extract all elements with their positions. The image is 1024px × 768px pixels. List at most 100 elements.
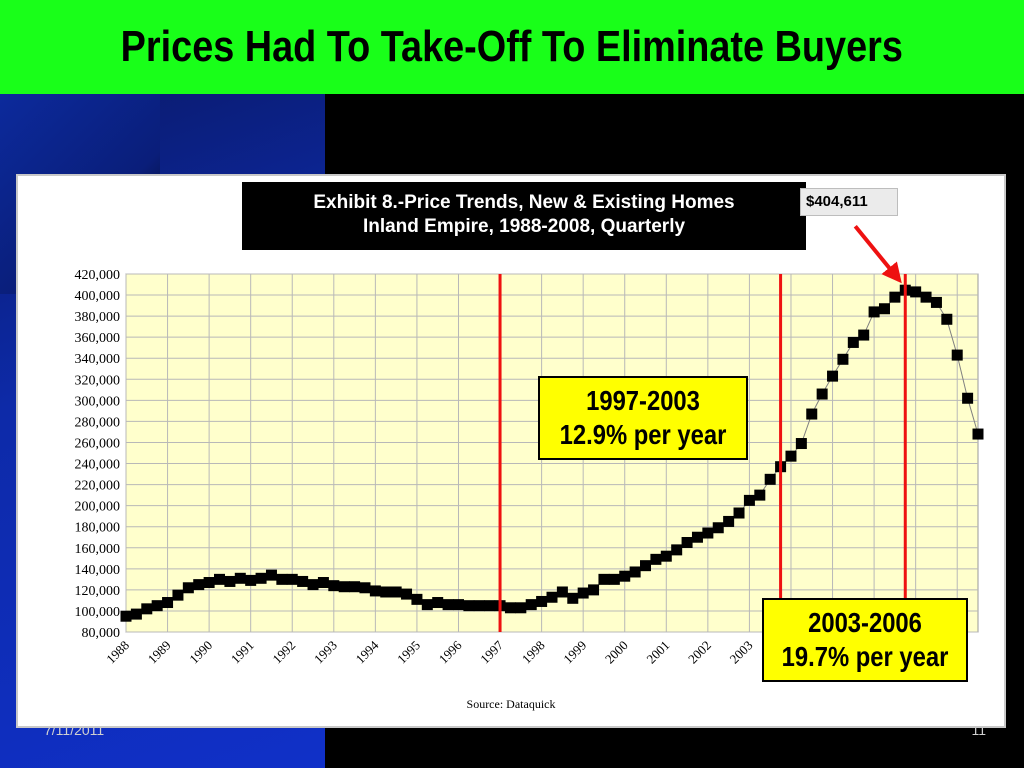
data-point xyxy=(234,572,246,584)
chart-title-line-1: Exhibit 8.-Price Trends, New & Existing … xyxy=(313,192,735,213)
x-tick-label: 1997 xyxy=(477,637,506,666)
peak-arrow xyxy=(853,224,902,284)
data-point xyxy=(754,489,766,501)
data-point xyxy=(556,586,568,598)
data-point xyxy=(951,349,963,361)
x-tick-label: 1992 xyxy=(269,638,298,667)
data-point xyxy=(930,296,942,308)
data-point xyxy=(795,438,807,450)
data-point xyxy=(193,579,205,591)
data-point xyxy=(837,353,849,365)
data-point xyxy=(473,600,485,612)
data-point xyxy=(962,392,974,404)
data-point xyxy=(172,589,184,601)
data-point xyxy=(608,573,620,585)
data-point xyxy=(442,599,454,611)
x-tick-label: 1996 xyxy=(436,637,465,666)
data-point xyxy=(889,291,901,303)
data-point xyxy=(806,408,818,420)
data-point xyxy=(827,370,839,382)
y-tick-label: 420,000 xyxy=(75,268,121,283)
data-point xyxy=(130,608,142,620)
data-point xyxy=(245,574,257,586)
y-tick-label: 360,000 xyxy=(75,331,121,346)
y-tick-label: 380,000 xyxy=(75,310,121,325)
data-point xyxy=(577,587,589,599)
data-point xyxy=(619,570,631,582)
data-point xyxy=(598,573,610,585)
data-point xyxy=(401,588,413,600)
data-point xyxy=(785,450,797,462)
data-point xyxy=(286,573,298,585)
x-tick-label: 1988 xyxy=(103,638,132,667)
x-tick-label: 2001 xyxy=(643,638,672,667)
data-point xyxy=(162,597,174,609)
source-note: Source: Dataquick xyxy=(466,697,556,711)
data-point xyxy=(359,582,371,594)
data-point xyxy=(515,602,527,614)
data-point xyxy=(338,581,350,593)
y-tick-label: 100,000 xyxy=(75,605,121,620)
y-tick-label: 320,000 xyxy=(75,373,121,388)
data-point xyxy=(369,585,381,597)
data-point xyxy=(390,586,402,598)
data-point xyxy=(484,600,496,612)
data-point xyxy=(920,291,932,303)
period-2-rate: 19.7% per year xyxy=(781,641,949,672)
x-tick-label: 1990 xyxy=(186,638,215,667)
y-tick-label: 180,000 xyxy=(75,521,121,536)
data-point xyxy=(504,602,516,614)
data-point xyxy=(203,577,215,589)
y-tick-label: 340,000 xyxy=(75,352,121,367)
y-tick-label: 120,000 xyxy=(75,584,121,599)
data-point xyxy=(941,313,953,325)
data-point xyxy=(691,531,703,543)
data-point xyxy=(317,577,329,589)
data-point xyxy=(847,336,859,348)
chart-title: Exhibit 8.-Price Trends, New & Existing … xyxy=(242,182,806,250)
data-point xyxy=(972,428,984,440)
y-tick-label: 300,000 xyxy=(75,394,121,409)
x-tick-label: 1998 xyxy=(519,638,548,667)
data-point xyxy=(463,600,475,612)
data-point xyxy=(743,494,755,506)
data-point xyxy=(328,580,340,592)
data-point xyxy=(858,329,870,341)
data-point xyxy=(671,544,683,556)
data-point xyxy=(681,537,693,548)
peak-value-label: $404,611 xyxy=(800,188,898,216)
data-point xyxy=(816,388,828,400)
data-point xyxy=(660,550,672,562)
page-title: Prices Had To Take-Off To Eliminate Buye… xyxy=(120,22,904,71)
x-tick-label: 1995 xyxy=(394,638,423,667)
x-tick-label: 1994 xyxy=(352,637,381,666)
data-point xyxy=(702,527,714,539)
data-point xyxy=(141,603,153,615)
data-point xyxy=(588,584,600,596)
x-tick-label: 1991 xyxy=(228,638,257,667)
period-label-1997-2003: 1997-2003 12.9% per year xyxy=(538,376,748,460)
data-point xyxy=(224,575,236,587)
data-point xyxy=(764,473,776,485)
data-point xyxy=(525,599,537,611)
period-1-years: 1997-2003 xyxy=(586,385,700,416)
data-point xyxy=(151,600,163,612)
data-point xyxy=(349,581,361,593)
data-point xyxy=(214,573,226,585)
data-point xyxy=(629,566,641,578)
horizontal-gridlines xyxy=(126,273,978,633)
price-series-markers xyxy=(120,284,984,622)
data-point xyxy=(546,591,558,603)
data-point xyxy=(878,303,890,315)
data-point xyxy=(868,306,880,318)
data-point xyxy=(452,599,464,611)
data-point xyxy=(421,599,433,611)
chart-title-line-2: Inland Empire, 1988-2008, Quarterly xyxy=(362,216,686,237)
data-point xyxy=(255,572,267,584)
data-point xyxy=(276,573,288,585)
x-tick-label: 2002 xyxy=(685,638,714,667)
y-tick-label: 280,000 xyxy=(75,415,121,430)
y-tick-label: 200,000 xyxy=(75,500,121,515)
data-point xyxy=(432,597,444,609)
y-tick-label: 80,000 xyxy=(82,626,121,641)
